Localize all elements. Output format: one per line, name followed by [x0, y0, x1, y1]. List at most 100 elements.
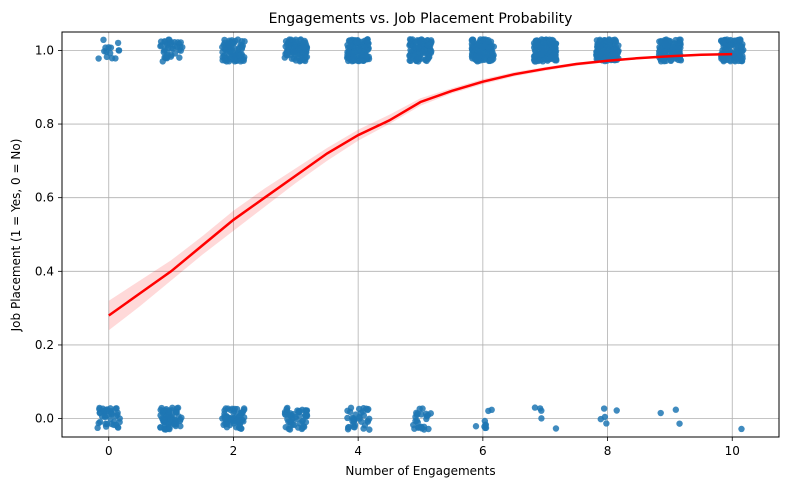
scatter-point — [114, 39, 122, 47]
scatter-point — [240, 414, 248, 421]
scatter-point — [735, 57, 742, 65]
scatter-point — [420, 46, 428, 54]
scatter-point — [238, 44, 246, 51]
scatter-point — [413, 411, 421, 419]
scatter-point — [358, 418, 365, 425]
grid — [62, 32, 779, 437]
scatter-point — [166, 425, 173, 433]
scatter-point — [407, 46, 414, 54]
scatter-point — [552, 48, 560, 55]
x-tick-label: 0 — [105, 444, 113, 458]
scatter-point — [488, 57, 496, 64]
scatter-point — [413, 38, 420, 46]
scatter-point — [656, 45, 664, 53]
scatter-point — [289, 47, 297, 54]
scatter-point — [179, 43, 186, 51]
scatter-point — [108, 55, 116, 62]
scatter-point — [350, 423, 358, 431]
scatter-point — [364, 37, 371, 45]
scatter-point — [481, 42, 488, 50]
y-tick-label: 0.2 — [35, 338, 54, 352]
scatter-point — [593, 48, 600, 55]
scatter-point — [176, 54, 183, 61]
scatter-point — [344, 51, 351, 59]
scatter-point — [548, 36, 556, 44]
scatter-point — [220, 421, 227, 429]
scatter-point — [530, 39, 538, 47]
fit-curve — [108, 52, 733, 317]
scatter-point — [613, 46, 620, 53]
scatter-point — [538, 415, 545, 422]
fit-line — [108, 52, 733, 317]
scatter-point — [407, 40, 414, 48]
scatter-point — [426, 53, 433, 61]
scatter-point — [542, 45, 550, 52]
scatter-point — [407, 57, 414, 65]
scatter-point — [540, 39, 548, 46]
scatter-point — [291, 421, 298, 429]
scatter-point — [221, 57, 229, 64]
scatter-point — [660, 57, 668, 65]
scatter-point — [726, 47, 734, 55]
scatter-point — [345, 424, 352, 431]
scatter-point — [600, 405, 608, 412]
x-axis-ticks: 0 2 4 6 8 10 — [105, 437, 740, 458]
scatter-point — [100, 36, 107, 44]
scatter-point — [103, 53, 111, 61]
scatter-point — [102, 406, 110, 414]
scatter-point — [347, 42, 355, 49]
scatter-point — [605, 39, 613, 46]
scatter-point — [416, 405, 423, 412]
scatter-point — [366, 426, 373, 433]
scatter-point — [300, 43, 307, 51]
scatter-point — [347, 404, 355, 412]
scatter-point — [720, 38, 727, 45]
scatter-point — [414, 54, 422, 62]
scatter-point — [531, 47, 539, 54]
scatter-point — [101, 412, 109, 420]
scatter-point — [285, 411, 293, 419]
scatter-point — [162, 54, 169, 62]
scatter-point — [721, 56, 728, 64]
scatter-point — [348, 58, 356, 65]
scatter-point — [344, 414, 351, 422]
scatter-point — [424, 411, 432, 419]
scatter-point — [96, 418, 104, 426]
scatter-point — [303, 407, 311, 414]
scatter-point — [221, 407, 228, 414]
scatter-point — [738, 48, 746, 55]
scatter-point — [237, 51, 245, 59]
scatter-point — [231, 405, 238, 413]
scatter-point — [358, 38, 365, 46]
scatter-point — [726, 56, 734, 64]
x-tick-label: 4 — [354, 444, 362, 458]
scatter-point — [727, 42, 734, 49]
scatter-point — [167, 416, 175, 424]
scatter-point — [363, 47, 370, 54]
scatter-point — [357, 57, 365, 64]
scatter-point — [472, 44, 480, 51]
scatter-point — [294, 54, 301, 61]
scatter-point — [285, 425, 292, 433]
scatter-point — [488, 406, 495, 414]
scatter-point — [116, 418, 123, 426]
scatter-point — [283, 405, 290, 413]
scatter-point — [160, 415, 167, 423]
scatter-point — [613, 407, 620, 414]
scatter-point — [292, 414, 299, 421]
scatter-point — [539, 58, 547, 65]
scatter-point — [424, 41, 432, 49]
scatter-point — [285, 418, 292, 425]
y-tick-label: 0.0 — [35, 412, 54, 426]
scatter-point — [157, 38, 165, 45]
scatter-point — [114, 409, 121, 416]
y-tick-label: 1.0 — [35, 43, 54, 57]
scatter-point — [468, 37, 476, 44]
scatter-point — [364, 418, 372, 425]
scatter-point — [657, 409, 664, 417]
y-tick-label: 0.4 — [35, 264, 54, 278]
scatter-point — [95, 55, 102, 62]
scatter-point — [538, 407, 545, 414]
scatter-point — [530, 53, 538, 60]
scatter-point — [102, 420, 109, 428]
